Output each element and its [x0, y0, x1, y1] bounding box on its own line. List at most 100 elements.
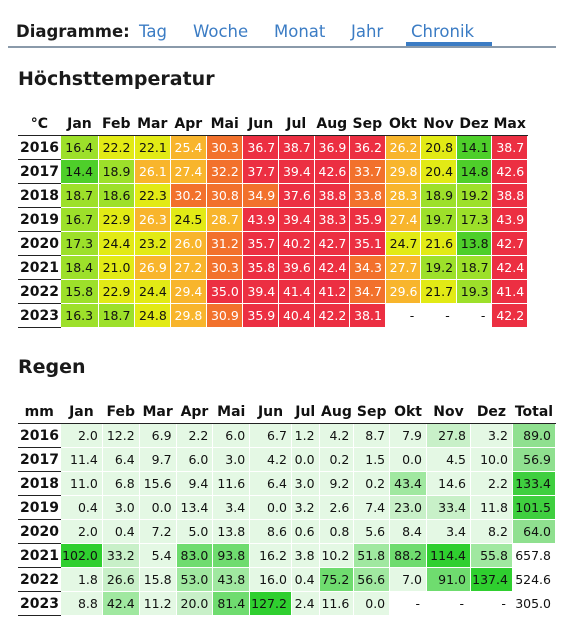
temp-cell: 43.9: [491, 207, 528, 232]
temp-cell: 17.3: [60, 231, 99, 256]
temp-cell: 19.7: [420, 207, 457, 232]
rain-cell: 11.8: [469, 495, 513, 520]
temp-cell: 16.4: [60, 135, 99, 160]
rain-cell: 6.8: [101, 471, 140, 496]
temp-cell: 19.3: [455, 279, 493, 304]
temp-cell: 28.7: [205, 207, 244, 232]
temp-row: 2022 15.8 22.9 24.4 29.4 35.0 39.4 41.4 41.2 34.7…: [18, 279, 528, 304]
temp-cell: 29.8: [384, 159, 422, 184]
temp-row: 2023 16.3 18.7 24.8 29.8 30.9 35.9 40.4 42.2 38.1…: [18, 303, 528, 328]
rain-column-header: Apr: [176, 401, 213, 424]
temp-cell: 34.9: [242, 183, 279, 208]
temp-cell: 14.1: [455, 135, 493, 160]
rain-cell: 33.4: [425, 495, 471, 520]
rain-column-header: Sep: [353, 401, 390, 424]
temp-cell: 42.2: [491, 303, 528, 328]
rain-cell: 3.2: [290, 495, 320, 520]
temp-cell: 19.2: [420, 255, 457, 280]
rain-unit-header: mm: [18, 401, 61, 424]
temp-cell: 38.3: [313, 207, 351, 232]
rain-cell: 75.2: [318, 567, 355, 592]
temp-cell: 41.4: [491, 279, 528, 304]
chart-tabs: Diagramme: Tag Woche Monat Jahr Chronik: [8, 18, 556, 48]
rain-cell: 6.9: [138, 423, 177, 448]
rain-cell: 6.0: [212, 423, 251, 448]
rain-cell: 20.0: [175, 591, 214, 616]
temp-cell: 19.2: [455, 183, 493, 208]
rain-column-header: Jun: [249, 401, 292, 424]
temp-cell: 25.4: [169, 135, 207, 160]
tab-jahr[interactable]: Jahr: [351, 22, 384, 41]
temp-cell: 39.6: [277, 255, 315, 280]
rain-cell: 0.2: [353, 471, 391, 496]
rain-row-year: 2018: [18, 471, 61, 496]
rain-cell: 5.4: [138, 543, 177, 568]
tab-chronik[interactable]: Chronik: [411, 22, 475, 41]
temp-cell: 42.4: [491, 255, 528, 280]
rain-cell: 127.2: [249, 591, 292, 616]
temp-row-year: 2019: [18, 207, 61, 232]
rain-cell: -: [425, 591, 471, 616]
temp-cell: 36.7: [242, 135, 279, 160]
rain-cell: 5.0: [175, 519, 214, 544]
rain-cell: 0.4: [59, 495, 103, 520]
rain-cell: 0.6: [290, 519, 320, 544]
temp-cell: -: [384, 303, 422, 328]
temp-column-header: Feb: [98, 113, 135, 136]
rain-cell: 91.0: [425, 567, 471, 592]
temp-cell: 34.7: [349, 279, 386, 304]
rain-cell: 12.2: [101, 423, 140, 448]
rain-cell: 2.4: [290, 591, 320, 616]
temp-cell: 29.4: [169, 279, 207, 304]
temp-column-header: Mai: [206, 113, 243, 136]
temp-cell: 42.7: [491, 231, 528, 256]
rain-cell: 51.8: [353, 543, 391, 568]
rain-column-header: Okt: [389, 401, 427, 424]
rain-cell: 3.4: [425, 519, 471, 544]
temp-column-header: Jul: [278, 113, 315, 136]
temp-cell: 35.7: [242, 231, 279, 256]
temp-cell: 26.9: [133, 255, 171, 280]
temp-cell: 20.8: [420, 135, 457, 160]
rain-row-year: 2019: [18, 495, 61, 520]
rain-cell: 2.0: [59, 423, 103, 448]
rain-cell: 657.8: [511, 543, 557, 568]
temp-cell: 42.4: [313, 255, 351, 280]
rain-column-header: Mar: [139, 401, 177, 424]
tab-monat[interactable]: Monat: [274, 22, 326, 41]
temp-row: 2021 18.4 21.0 26.9 27.2 30.3 35.8 39.6 42.4 34.3…: [18, 255, 528, 280]
rain-cell: 101.5: [511, 495, 557, 520]
active-tab-indicator: [406, 42, 492, 46]
temp-cell: 14.8: [455, 159, 493, 184]
temp-cell: 38.8: [491, 183, 528, 208]
rain-cell: 83.0: [175, 543, 214, 568]
temp-cell: 42.6: [491, 159, 528, 184]
temp-row-year: 2020: [18, 231, 61, 256]
temp-row-year: 2022: [18, 279, 61, 304]
temp-column-header: Max: [491, 113, 528, 136]
rain-cell: 0.0: [138, 495, 177, 520]
temp-cell: 26.1: [133, 159, 171, 184]
temp-cell: 35.9: [242, 303, 279, 328]
rain-row: 2018 11.0 6.8 15.6 9.4 11.6 6.4 3.0 9.2 0.2 43.4 14…: [18, 471, 557, 496]
rain-cell: 2.0: [59, 519, 103, 544]
rain-column-header: Jan: [60, 401, 103, 424]
temp-cell: 18.9: [97, 159, 135, 184]
temp-row-year: 2016: [18, 135, 61, 160]
temp-cell: 24.7: [384, 231, 422, 256]
temp-column-header: Mar: [134, 113, 171, 136]
rain-cell: 0.2: [318, 447, 355, 472]
temp-column-header: Okt: [385, 113, 421, 136]
temp-cell: 28.3: [384, 183, 422, 208]
rain-cell: 43.4: [389, 471, 427, 496]
tab-tag[interactable]: Tag: [139, 22, 167, 41]
rain-cell: -: [469, 591, 513, 616]
temp-cell: 38.7: [277, 135, 315, 160]
tabs-label: Diagramme:: [16, 22, 130, 41]
temp-cell: 22.9: [97, 279, 135, 304]
temp-cell: 16.7: [60, 207, 99, 232]
temp-cell: 26.3: [133, 207, 171, 232]
temp-row-year: 2023: [18, 303, 61, 328]
rain-cell: 2.2: [469, 471, 513, 496]
tab-woche[interactable]: Woche: [193, 22, 249, 41]
